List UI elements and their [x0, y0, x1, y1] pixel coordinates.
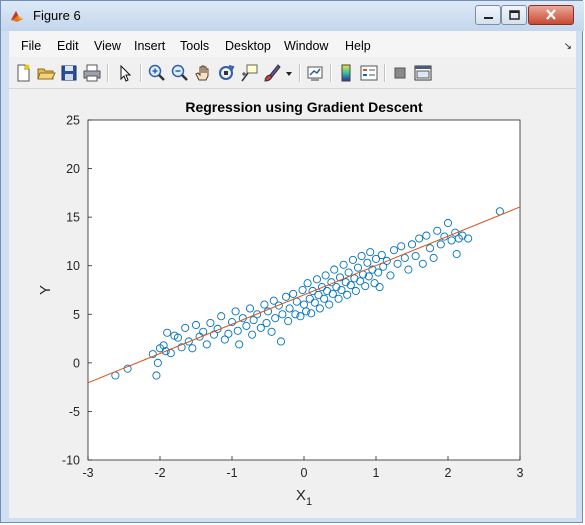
chart-title: Regression using Gradient Descent — [185, 99, 423, 115]
toolbar-separator — [107, 64, 109, 82]
toolbar-separator — [384, 64, 386, 82]
menu-help[interactable]: Help — [345, 39, 371, 53]
toolbar-separator — [330, 64, 332, 82]
menu-bar: File Edit View Insert Tools Desktop Wind… — [9, 31, 576, 57]
menu-window[interactable]: Window — [284, 39, 328, 53]
y-tick-label: 20 — [66, 162, 80, 176]
window-title: Figure 6 — [33, 8, 81, 23]
minimize-icon — [476, 6, 500, 24]
figure-canvas-area: Regression using Gradient Descent -3 -2 -1… — [9, 89, 576, 518]
hide-plot-tools-icon[interactable] — [390, 63, 410, 83]
y-tick-label: 25 — [66, 114, 80, 128]
menu-view[interactable]: View — [94, 39, 121, 53]
data-cursor-icon[interactable] — [239, 63, 259, 83]
print-icon[interactable] — [82, 63, 102, 83]
menu-desktop[interactable]: Desktop — [225, 39, 271, 53]
x-tick-label: 3 — [517, 466, 524, 480]
menu-tools[interactable]: Tools — [180, 39, 209, 53]
close-icon — [529, 6, 573, 24]
x-tick-label: -2 — [154, 466, 165, 480]
x-axis-label-subscript: 1 — [306, 496, 312, 508]
x-tick-label: 0 — [301, 466, 308, 480]
y-tick-label: 15 — [66, 211, 80, 225]
dock-arrow-icon[interactable]: ↘ — [564, 41, 572, 52]
pan-hand-icon[interactable] — [193, 63, 213, 83]
figure-client-area: File Edit View Insert Tools Desktop Wind… — [9, 31, 576, 518]
x-tick-label: 2 — [445, 466, 452, 480]
y-tick-label: -10 — [62, 454, 80, 468]
menu-file[interactable]: File — [21, 39, 41, 53]
brush-icon[interactable] — [262, 63, 282, 83]
menu-edit[interactable]: Edit — [57, 39, 79, 53]
x-tick-label: -3 — [82, 466, 93, 480]
minimize-button[interactable] — [475, 5, 501, 25]
toolbar-separator — [140, 64, 142, 82]
rotate-3d-icon[interactable] — [216, 63, 236, 83]
menu-insert[interactable]: Insert — [134, 39, 165, 53]
maximize-icon — [502, 6, 526, 24]
close-button[interactable] — [528, 5, 574, 25]
show-plot-tools-icon[interactable] — [413, 63, 433, 83]
title-bar[interactable]: Figure 6 — [1, 1, 584, 31]
regression-chart[interactable]: Regression using Gradient Descent -3 -2 -1… — [9, 89, 576, 518]
zoom-out-icon[interactable] — [170, 63, 190, 83]
x-tick-label: -1 — [226, 466, 237, 480]
save-icon[interactable] — [59, 63, 79, 83]
new-figure-icon[interactable] — [13, 63, 33, 83]
x-tick-label: 1 — [373, 466, 380, 480]
y-tick-label: -5 — [69, 405, 80, 419]
plot-area[interactable] — [88, 120, 520, 460]
toolbar-separator — [299, 64, 301, 82]
figure-toolbar — [9, 58, 576, 89]
y-axis-label: Y — [37, 285, 54, 295]
y-tick-label: 5 — [73, 308, 80, 322]
y-tick-label: 0 — [73, 356, 80, 370]
link-plot-icon[interactable] — [305, 63, 325, 83]
maximize-button[interactable] — [501, 5, 527, 25]
edit-plot-arrow-icon[interactable] — [115, 63, 135, 83]
y-tick-label: 10 — [66, 259, 80, 273]
open-file-icon[interactable] — [36, 63, 56, 83]
insert-legend-icon[interactable] — [359, 63, 379, 83]
insert-colorbar-icon[interactable] — [336, 63, 356, 83]
x-axis-label-main: X — [296, 487, 306, 504]
brush-dropdown-icon[interactable] — [284, 63, 294, 83]
x-axis-label: X1 — [296, 487, 312, 508]
matlab-figure-icon — [9, 8, 25, 24]
zoom-in-icon[interactable] — [147, 63, 167, 83]
